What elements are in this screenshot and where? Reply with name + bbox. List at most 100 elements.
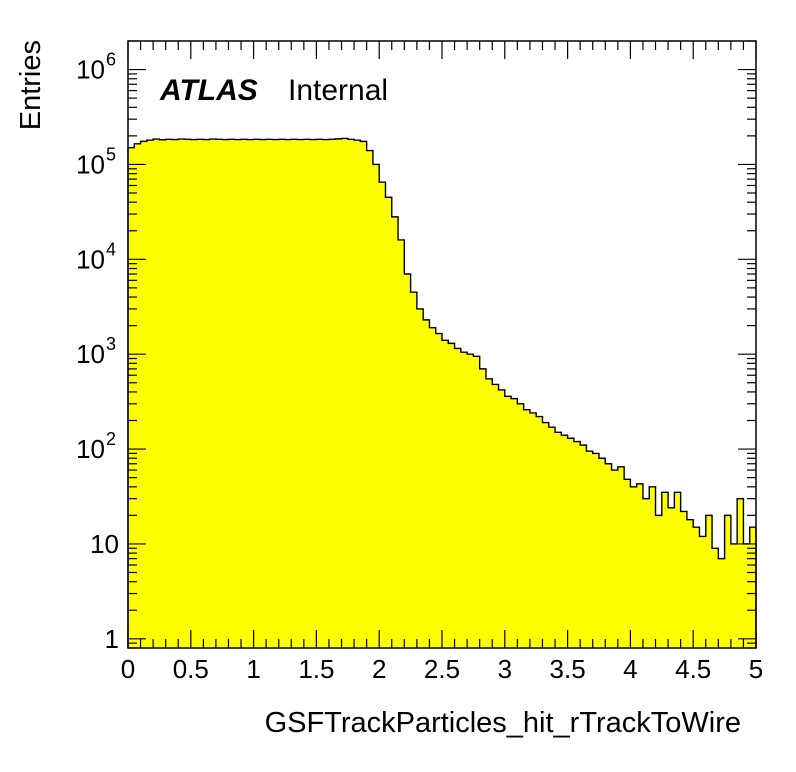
x-tick-label: 4: [623, 654, 637, 684]
histogram-bar: [184, 139, 192, 649]
y-tick-label: 10: [76, 55, 105, 85]
histogram-bar: [328, 139, 336, 649]
histogram-bar: [630, 486, 638, 648]
histogram-bar: [749, 527, 757, 648]
histogram-bar: [699, 536, 707, 648]
histogram-bar: [636, 483, 644, 648]
x-axis-title: GSFTrackParticles_hit_rTrackToWire: [265, 707, 741, 739]
histogram-bar: [617, 466, 625, 648]
x-tick-label: 1: [246, 654, 260, 684]
histogram-bar: [178, 139, 186, 649]
histogram-bar: [573, 441, 581, 648]
histogram-bar: [473, 356, 481, 648]
histogram-bar: [385, 197, 393, 648]
histogram-bar: [542, 422, 550, 648]
y-tick-exponent: 6: [106, 50, 116, 70]
histogram-bar: [335, 138, 343, 648]
histogram-bar: [391, 216, 399, 649]
histogram-bar: [272, 139, 280, 649]
histogram-outline: [127, 137, 757, 648]
histogram-bar: [234, 139, 242, 649]
histogram-fill-layer: [127, 137, 757, 649]
histogram-bar: [140, 141, 148, 649]
histogram-bar: [668, 507, 675, 648]
histogram-bar: [190, 139, 198, 649]
histogram-bar: [592, 453, 600, 648]
histogram-bar: [674, 492, 682, 648]
x-tick-label: 5: [749, 654, 763, 684]
y-tick-label: 10: [76, 149, 105, 179]
histogram-bar: [165, 139, 173, 649]
histogram-bar: [372, 164, 380, 648]
histogram-bar: [209, 139, 217, 649]
histogram-bar: [416, 308, 424, 648]
y-tick-label: 10: [76, 339, 105, 369]
histogram-bar: [435, 333, 443, 648]
histogram-bar: [442, 340, 449, 648]
histogram-bar: [171, 139, 179, 649]
histogram-bar: [429, 327, 437, 648]
histogram-bar: [354, 140, 361, 648]
histogram-bar: [529, 412, 537, 648]
histogram-bar: [259, 139, 267, 649]
histogram-bar: [303, 139, 311, 649]
histogram-bar: [215, 139, 223, 649]
histogram-bar: [693, 527, 701, 648]
histogram-bar: [366, 150, 374, 648]
histogram-bar: [410, 292, 418, 648]
histogram-bar: [379, 182, 387, 648]
histogram-bar: [511, 398, 518, 648]
histogram-bar: [548, 427, 556, 648]
histogram-bar: [498, 389, 506, 648]
histogram-bar: [586, 451, 594, 648]
histogram-bar: [743, 543, 751, 648]
histogram-bar: [316, 139, 324, 649]
histogram-bar: [253, 139, 261, 649]
x-tick-label: 2: [372, 654, 386, 684]
x-tick-label: 3: [498, 654, 512, 684]
histogram-bar: [454, 348, 462, 648]
histogram-bar: [128, 147, 135, 648]
histogram-bar: [159, 139, 167, 649]
internal-label: Internal: [288, 74, 388, 107]
histogram-bar: [222, 139, 230, 649]
histogram-bar: [347, 139, 355, 649]
histogram-bar: [197, 139, 204, 649]
histogram-bar: [536, 416, 544, 648]
histogram-bar: [611, 470, 619, 648]
histogram-bar: [241, 139, 248, 649]
histogram-bar: [567, 438, 575, 648]
x-tick-label: 4.5: [675, 654, 711, 684]
histogram-bar: [680, 511, 688, 648]
histogram-bar: [341, 138, 349, 648]
y-tick-label: 10: [90, 529, 119, 559]
histogram-bar: [649, 486, 657, 648]
histogram-bar: [266, 139, 274, 649]
histogram-bar: [203, 139, 211, 649]
histogram-bar: [718, 558, 726, 648]
plot-frame: [127, 40, 757, 649]
histogram-bar: [285, 139, 292, 649]
histogram-bar: [297, 139, 305, 649]
histogram-bar: [712, 548, 719, 648]
y-tick-label: 10: [76, 244, 105, 274]
histogram-bar: [561, 435, 569, 648]
histogram-bar: [467, 354, 474, 648]
x-tick-label: 1.5: [298, 654, 334, 684]
histogram-bar: [360, 141, 368, 649]
histogram-bar: [737, 498, 745, 648]
histogram-bar: [448, 343, 456, 648]
histogram-bar: [322, 139, 330, 649]
histogram-bar: [624, 479, 631, 648]
y-tick-exponent: 5: [106, 144, 116, 164]
histogram-bar: [605, 463, 613, 648]
y-tick-exponent: 4: [106, 239, 116, 259]
histogram-bar: [146, 140, 154, 648]
y-tick-exponent: 3: [106, 334, 116, 354]
histogram-bar: [724, 515, 732, 648]
histogram-bar: [479, 368, 487, 648]
histogram-bar: [398, 239, 405, 648]
histogram-bar: [278, 139, 286, 649]
